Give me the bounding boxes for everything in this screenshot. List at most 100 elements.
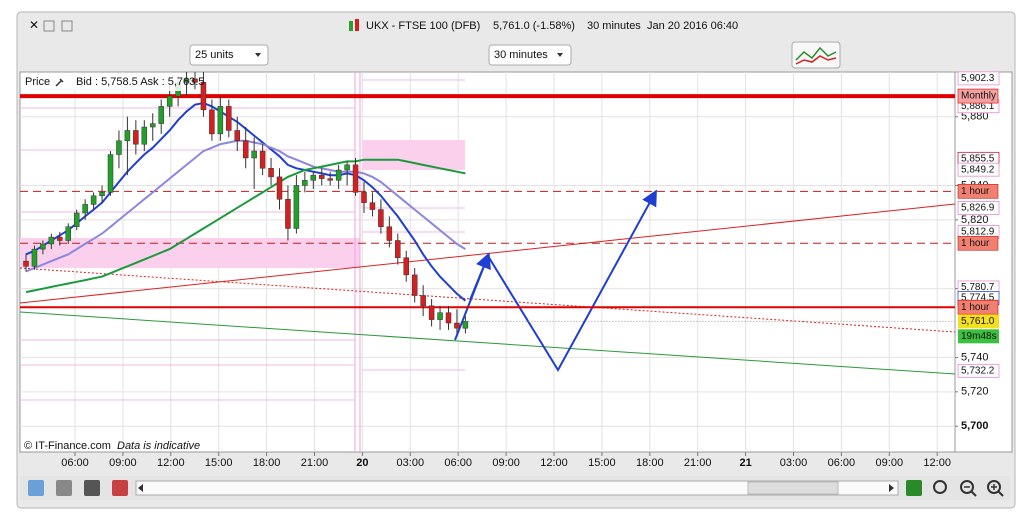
- quote: 5,761.0 (-1.58%): [493, 20, 575, 32]
- candle-body: [344, 164, 350, 171]
- disclaimer: Data is indicative: [117, 440, 200, 452]
- timestamp: Jan 20 2016 06:40: [647, 20, 738, 32]
- candle-body: [31, 248, 38, 267]
- marks: [20, 72, 955, 334]
- trend-line: [20, 311, 955, 375]
- candle-body: [319, 174, 325, 179]
- price-label: Price: [25, 76, 50, 88]
- wrench-icon[interactable]: [55, 78, 64, 87]
- candle-body: [141, 126, 148, 145]
- candle-body: [40, 243, 46, 250]
- candle-body: [285, 198, 291, 229]
- tool-button[interactable]: [84, 480, 100, 496]
- info-bg: [21, 73, 181, 91]
- zoom-buttons[interactable]: [933, 480, 1004, 497]
- forecast-arrow: [469, 252, 491, 301]
- scrollbar[interactable]: [135, 480, 899, 496]
- tool-button[interactable]: [56, 480, 72, 496]
- close-button[interactable]: ✕: [29, 18, 39, 32]
- tool-button[interactable]: [28, 480, 44, 496]
- axes: 5,8805,8405,8205,7805,7405,7205,70006:00…: [61, 71, 1000, 469]
- candle-body: [395, 240, 401, 258]
- x-tick-label: 18:00: [636, 457, 664, 469]
- level-tag-label: 1 hour: [961, 238, 990, 249]
- x-tick-label: 09:00: [876, 457, 904, 469]
- candle-body: [403, 257, 409, 276]
- price-tag: [957, 363, 1000, 378]
- x-tick-label: 15:00: [588, 457, 616, 469]
- level-tag-label: 1 hour: [961, 186, 990, 197]
- level-tag: [957, 88, 999, 104]
- level-tag: [957, 235, 999, 251]
- price-tag-label: 5,774.5: [961, 293, 995, 304]
- candle-body: [242, 140, 249, 159]
- candle-body: [293, 185, 300, 229]
- x-tick-label: 06:00: [61, 457, 89, 469]
- level-tag: [957, 299, 999, 315]
- candle-body: [192, 78, 198, 83]
- price-axis: [954, 71, 1013, 453]
- candle-body: [65, 226, 71, 241]
- scroll-right[interactable]: [889, 484, 894, 492]
- zone: [362, 140, 465, 170]
- x-tick-label: 06:00: [828, 457, 856, 469]
- candle-body: [352, 164, 359, 193]
- level-tag-label: Monthly: [961, 91, 996, 102]
- window-title: UKX - FTSE 100 (DFB): [366, 20, 480, 32]
- overlay: Price Bid : 5,758.5 Ask : 5,763.5 © IT-F…: [21, 73, 204, 452]
- price-tag-label: 5,812.9: [961, 227, 995, 238]
- candle-body: [454, 322, 460, 329]
- candle-body: [226, 106, 232, 131]
- tool-button[interactable]: [112, 480, 128, 496]
- units-select[interactable]: [189, 44, 269, 66]
- x-tick-label: 21: [739, 457, 751, 469]
- candle-body: [335, 169, 342, 181]
- candle-body: [150, 123, 156, 128]
- candle-body: [445, 312, 452, 324]
- y-tick-label: 5,740: [961, 351, 989, 363]
- x-tick-label: 03:00: [397, 457, 425, 469]
- candle-body: [90, 195, 97, 205]
- indicator-button[interactable]: [791, 41, 841, 69]
- candle-body: [462, 321, 469, 329]
- candle-body: [209, 109, 215, 135]
- candle-body: [133, 130, 139, 145]
- candle-body: [428, 305, 435, 320]
- candle-body: [166, 95, 173, 107]
- candle-body: [411, 274, 418, 296]
- candle-body: [99, 192, 105, 197]
- bid-ask: Bid : 5,758.5 Ask : 5,763.5: [76, 76, 204, 88]
- price-tag-label: 5,826.9: [961, 203, 995, 214]
- candle-body: [116, 140, 122, 155]
- price-tag-label: 5,902.3: [961, 73, 995, 84]
- candle-body: [48, 236, 55, 245]
- x-tick-label: 20: [356, 457, 368, 469]
- price-tag-label: 5,780.7: [961, 282, 995, 293]
- price-tag: [957, 201, 1000, 215]
- x-tick-label: 12:00: [540, 457, 568, 469]
- scroll-left[interactable]: [138, 484, 143, 492]
- candle-body: [251, 150, 257, 159]
- candle-body: [268, 168, 274, 178]
- window-button[interactable]: [43, 20, 55, 32]
- interval: 30 minutes: [587, 20, 641, 32]
- candle-body: [369, 202, 376, 210]
- window-button[interactable]: [61, 20, 73, 32]
- units-value: 25 units: [195, 49, 234, 61]
- x-tick-label: 12:00: [923, 457, 951, 469]
- y-tick-label: 5,720: [961, 386, 989, 398]
- candle-body: [183, 78, 190, 83]
- timeframe-select[interactable]: [488, 44, 572, 66]
- candle-body: [158, 106, 164, 124]
- countdown-tag: [958, 329, 999, 344]
- scroll-thumb[interactable]: [747, 481, 839, 495]
- x-tick-label: 12:00: [157, 457, 185, 469]
- x-tick-label: 09:00: [492, 457, 520, 469]
- last-price-tag: [958, 314, 999, 329]
- candle-body: [82, 204, 88, 214]
- candle-body: [124, 130, 131, 142]
- candle-body: [327, 178, 333, 181]
- candle-body: [437, 312, 443, 320]
- tool-button[interactable]: [906, 480, 922, 496]
- ma-line: [25, 158, 466, 294]
